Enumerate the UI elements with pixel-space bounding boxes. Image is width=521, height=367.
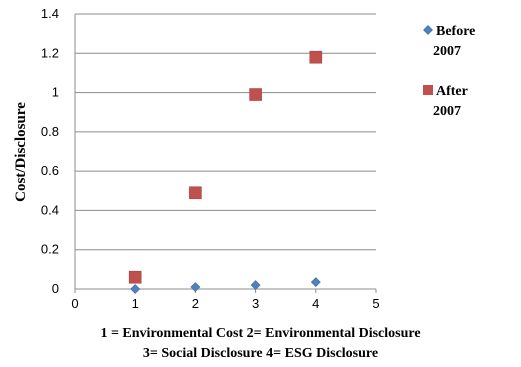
legend-label-0-line-0: Before — [436, 24, 475, 39]
x-tick-label-5: 5 — [372, 296, 379, 311]
x-tick-labels: 0 1 2 3 4 5 — [71, 296, 379, 311]
legend-label-1-line-0: After — [436, 84, 468, 99]
y-tick-label-1: 0.2 — [41, 242, 59, 257]
y-tick-label-5: 1 — [52, 85, 59, 100]
y-tick-label-0: 0 — [52, 281, 59, 296]
axes — [74, 14, 377, 293]
series-0-point-2 — [250, 280, 261, 290]
y-tick-label-6: 1.2 — [41, 45, 59, 60]
caption-line-1: 1 = Environmental Cost 2= Environmental … — [100, 326, 421, 341]
legend-marker-0 — [423, 25, 433, 35]
x-tick-label-2: 2 — [192, 296, 199, 311]
y-tick-label-4: 0.8 — [41, 124, 59, 139]
gridlines — [75, 13, 376, 251]
series-0-point-0 — [130, 284, 141, 294]
series-1-point-1 — [189, 186, 202, 200]
x-tick-label-0: 0 — [71, 296, 78, 311]
legend-label-0-line-1: 2007 — [433, 44, 461, 59]
y-tick-label-2: 0.4 — [41, 202, 59, 217]
caption-line-2: 3= Social Disclosure 4= ESG Disclosure — [142, 346, 379, 361]
series-0-point-1 — [190, 282, 201, 292]
y-axis-label: Cost/Disclosure — [13, 102, 29, 202]
x-tick-label-4: 4 — [312, 296, 319, 311]
legend-label-1-line-1: 2007 — [433, 104, 461, 119]
series-1-point-3 — [309, 50, 323, 64]
y-tick-labels: 0 0.2 0.4 0.6 0.8 1 1.2 1.4 — [41, 6, 59, 296]
data-points — [128, 50, 323, 294]
series-1-point-2 — [249, 88, 262, 101]
legend: Before 2007 After 2007 — [423, 24, 475, 119]
x-tick-label-3: 3 — [252, 296, 259, 311]
series-1-point-0 — [128, 270, 142, 284]
y-tick-label-7: 1.4 — [41, 6, 59, 21]
legend-marker-1 — [423, 85, 433, 95]
x-tick-label-1: 1 — [132, 296, 139, 311]
series-0-point-3 — [310, 277, 321, 288]
y-tick-label-3: 0.6 — [41, 163, 59, 178]
